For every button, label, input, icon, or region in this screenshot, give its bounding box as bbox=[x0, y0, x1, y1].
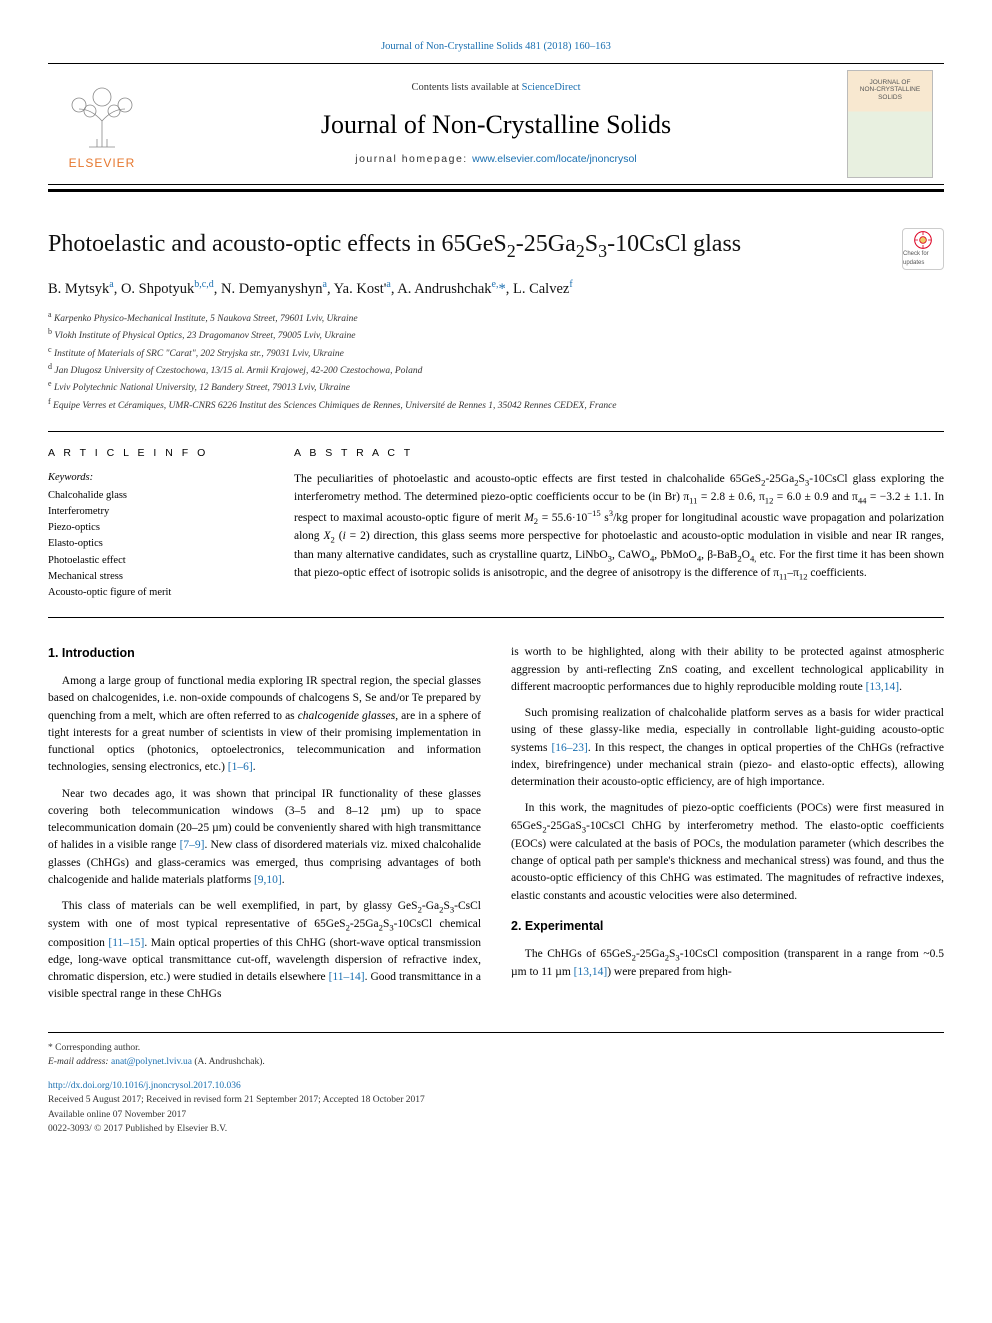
thumb-line1: JOURNAL OF bbox=[848, 79, 932, 87]
body-paragraph: is worth to be highlighted, along with t… bbox=[511, 644, 944, 696]
affiliation-line: e Lviv Polytechnic National University, … bbox=[48, 378, 944, 395]
check-updates-label: Check for updates bbox=[903, 250, 943, 267]
body-paragraph: Near two decades ago, it was shown that … bbox=[48, 786, 481, 890]
corresponding-email[interactable]: anat@polynet.lviv.ua bbox=[111, 1057, 192, 1067]
doi-link[interactable]: http://dx.doi.org/10.1016/j.jnoncrysol.2… bbox=[48, 1081, 241, 1091]
homepage-link[interactable]: www.elsevier.com/locate/jnoncrysol bbox=[472, 153, 637, 165]
elsevier-wordmark: ELSEVIER bbox=[69, 155, 136, 172]
section-heading-exp: 2. Experimental bbox=[511, 917, 944, 936]
affiliation-line: b Vlokh Institute of Physical Optics, 23… bbox=[48, 326, 944, 343]
thumb-line2: NON-CRYSTALLINE SOLIDS bbox=[848, 86, 932, 102]
check-updates-badge[interactable]: Check for updates bbox=[902, 228, 944, 270]
article-footer: * Corresponding author. E-mail address: … bbox=[48, 1032, 944, 1137]
online-line: Available online 07 November 2017 bbox=[48, 1108, 944, 1122]
abstract-heading: A B S T R A C T bbox=[294, 446, 944, 461]
email-label: E-mail address: bbox=[48, 1057, 111, 1067]
keyword-item: Elasto-optics bbox=[48, 536, 258, 552]
keywords-label: Keywords: bbox=[48, 471, 258, 486]
body-paragraph: Such promising realization of chalcohali… bbox=[511, 705, 944, 791]
keyword-item: Interferometry bbox=[48, 504, 258, 520]
keyword-item: Photoelastic effect bbox=[48, 553, 258, 569]
abstract-column: A B S T R A C T The peculiarities of pho… bbox=[294, 446, 944, 601]
homepage-line: journal homepage: www.elsevier.com/locat… bbox=[168, 152, 824, 167]
publisher-logo-block: ELSEVIER bbox=[48, 64, 156, 184]
affiliation-line: a Karpenko Physico-Mechanical Institute,… bbox=[48, 309, 944, 326]
divider-bottom bbox=[48, 617, 944, 618]
body-columns: 1. Introduction Among a large group of f… bbox=[48, 644, 944, 1003]
journal-cover-block: JOURNAL OF NON-CRYSTALLINE SOLIDS bbox=[836, 64, 944, 184]
keyword-item: Piezo-optics bbox=[48, 520, 258, 536]
keyword-item: Chalcohalide glass bbox=[48, 488, 258, 504]
masthead: ELSEVIER Contents lists available at Sci… bbox=[48, 63, 944, 185]
abstract-text: The peculiarities of photoelastic and ac… bbox=[294, 471, 944, 583]
keyword-item: Mechanical stress bbox=[48, 569, 258, 585]
running-header-link[interactable]: Journal of Non-Crystalline Solids 481 (2… bbox=[381, 41, 611, 52]
article-info-column: A R T I C L E I N F O Keywords: Chalcoha… bbox=[48, 446, 258, 601]
journal-cover-thumb: JOURNAL OF NON-CRYSTALLINE SOLIDS bbox=[847, 70, 933, 178]
contents-prefix: Contents lists available at bbox=[411, 82, 521, 93]
author-list: B. Mytsyka, O. Shpotyukb,c,d, N. Demyany… bbox=[48, 278, 944, 299]
keyword-item: Acousto-optic figure of merit bbox=[48, 585, 258, 601]
corresponding-note: * Corresponding author. bbox=[48, 1041, 944, 1055]
affiliation-line: c Institute of Materials of SRC "Carat",… bbox=[48, 344, 944, 361]
running-header: Journal of Non-Crystalline Solids 481 (2… bbox=[48, 40, 944, 55]
affiliation-line: f Equipe Verres et Céramiques, UMR-CNRS … bbox=[48, 396, 944, 413]
article-title: Photoelastic and acousto-optic effects i… bbox=[48, 228, 882, 264]
contents-line: Contents lists available at ScienceDirec… bbox=[168, 81, 824, 96]
affiliations: a Karpenko Physico-Mechanical Institute,… bbox=[48, 309, 944, 413]
elsevier-tree-icon bbox=[57, 75, 147, 153]
masthead-center: Contents lists available at ScienceDirec… bbox=[168, 64, 824, 184]
sciencedirect-link[interactable]: ScienceDirect bbox=[522, 82, 581, 93]
homepage-prefix: journal homepage: bbox=[355, 153, 472, 165]
journal-name: Journal of Non-Crystalline Solids bbox=[168, 107, 824, 143]
email-suffix: (A. Andrushchak). bbox=[192, 1057, 265, 1067]
affiliation-line: d Jan Dlugosz University of Czestochowa,… bbox=[48, 361, 944, 378]
body-paragraph: Among a large group of functional media … bbox=[48, 673, 481, 777]
body-paragraph: This class of materials can be well exem… bbox=[48, 898, 481, 1003]
received-line: Received 5 August 2017; Received in revi… bbox=[48, 1093, 944, 1107]
check-updates-icon bbox=[913, 230, 933, 250]
issn-line: 0022-3093/ © 2017 Published by Elsevier … bbox=[48, 1122, 944, 1136]
section-heading-intro: 1. Introduction bbox=[48, 644, 481, 663]
article-info-heading: A R T I C L E I N F O bbox=[48, 446, 258, 461]
body-paragraph: The ChHGs of 65GeS2-25Ga2S3-10CsCl compo… bbox=[511, 946, 944, 981]
masthead-rule bbox=[48, 189, 944, 192]
body-paragraph: In this work, the magnitudes of piezo-op… bbox=[511, 800, 944, 904]
email-line: E-mail address: anat@polynet.lviv.ua (A.… bbox=[48, 1055, 944, 1069]
keywords-list: Chalcohalide glassInterferometryPiezo-op… bbox=[48, 488, 258, 602]
